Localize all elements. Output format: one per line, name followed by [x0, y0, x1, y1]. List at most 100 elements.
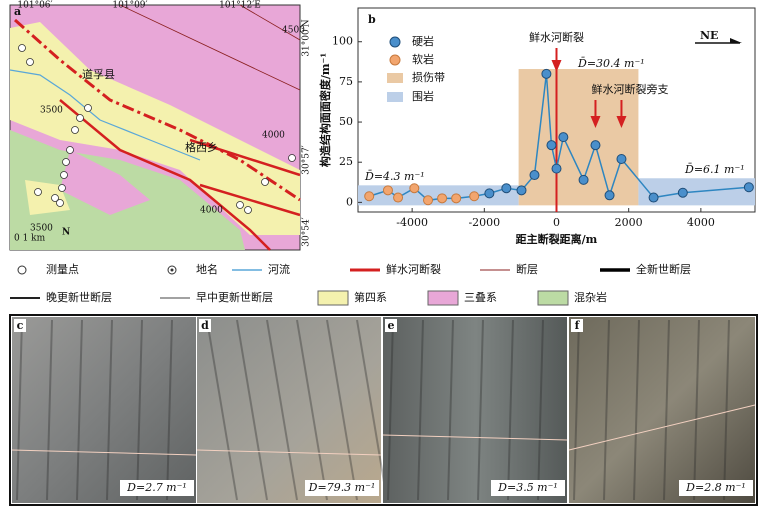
photo-texture	[136, 319, 143, 501]
fault	[119, 4, 301, 91]
photo-texture	[326, 319, 358, 501]
photo	[383, 317, 567, 503]
data-point	[677, 187, 688, 198]
data-point	[501, 183, 512, 194]
lon-label: 101°06′	[17, 1, 52, 11]
contour-label: 4000	[262, 131, 285, 141]
photo-texture	[447, 319, 454, 501]
legend-swatch	[387, 92, 403, 102]
branch-arrow-head	[590, 116, 601, 128]
photo-label: f	[575, 319, 581, 332]
contour-label: 3500	[40, 106, 63, 116]
photo-texture	[16, 319, 23, 501]
fault	[199, 183, 301, 217]
data-point	[541, 68, 552, 79]
north-label: N	[62, 228, 70, 238]
legend-label: 混杂岩	[574, 290, 607, 304]
photo-caption: D=2.7 m⁻¹	[126, 481, 187, 494]
data-point	[484, 188, 495, 199]
photo-texture	[663, 319, 670, 501]
fault	[59, 99, 271, 251]
photo-texture	[507, 319, 514, 501]
photo-label: d	[201, 319, 209, 332]
measure-line	[196, 449, 382, 456]
legend-label: 损伤带	[412, 70, 445, 84]
label-box	[385, 319, 397, 332]
data-point	[604, 190, 615, 201]
photo	[569, 317, 755, 503]
x-tick-label: 2000	[615, 216, 643, 229]
data-point	[648, 192, 659, 203]
panel-label: b	[368, 13, 376, 26]
photo-texture	[537, 319, 544, 501]
scale-label: 0 1 km	[14, 234, 46, 244]
photo-texture	[417, 319, 424, 501]
legend-label: 围岩	[412, 89, 434, 103]
y-axis-label: 构造结构面面密度/m⁻¹	[318, 53, 332, 167]
y-tick-label: 25	[339, 155, 353, 168]
photo-caption: D=79.3 m⁻¹	[308, 481, 376, 494]
photo-caption: D=3.5 m⁻¹	[497, 481, 558, 494]
place-name: 格西乡	[185, 140, 218, 154]
data-point	[529, 170, 540, 181]
legend-swatch	[389, 36, 401, 48]
data-point	[451, 193, 462, 204]
data-point	[551, 163, 562, 174]
label-box	[199, 319, 211, 332]
data-point	[558, 132, 569, 143]
contour-label: 3500	[30, 224, 53, 234]
photo-panels: c D=2.7 m⁻¹ d D=79.3 m⁻¹ e D=3.5 m⁻¹ f D=2.8 m⁻…	[9, 314, 758, 506]
legend-label: 早中更新世断层	[196, 290, 273, 304]
legend-swatch	[387, 73, 403, 83]
main-fault-label: 鲜水河断裂	[529, 30, 584, 44]
data-point	[364, 191, 375, 202]
chart-panel: 0 25 50 75 100 -4000 -2000 0 2000 4000 距主断裂距离/m 构造结…	[318, 7, 756, 246]
data-point	[590, 140, 601, 151]
legend-label: 鲜水河断裂	[386, 262, 441, 276]
photo-texture	[46, 319, 53, 501]
photo-texture	[633, 319, 640, 501]
branch-arrow-head	[616, 116, 627, 128]
caption-box	[120, 480, 194, 496]
photo-texture	[573, 319, 580, 501]
legend-symbol	[427, 290, 459, 306]
photo-texture	[76, 319, 83, 501]
y-tick-label: 50	[339, 115, 353, 128]
x-axis-label: 距主断裂距离/m	[516, 232, 598, 246]
data-point	[409, 183, 420, 194]
mean-label: D̄=6.1 m⁻¹	[684, 163, 745, 176]
quaternary-area	[10, 22, 300, 235]
data-point	[616, 153, 627, 164]
mean-label: D̄=4.3 m⁻¹	[364, 170, 425, 183]
photo	[12, 317, 196, 503]
data-point	[382, 185, 393, 196]
legend-label: 第四系	[354, 290, 387, 304]
direction-arrow-head	[730, 38, 742, 43]
legend-label: 断层	[516, 262, 538, 276]
legend-symbol	[537, 290, 569, 306]
legend-label: 地名	[196, 262, 218, 276]
lon-label: 101°09′	[112, 1, 147, 11]
x-tick-label: -4000	[396, 216, 428, 229]
data-point	[469, 191, 480, 202]
caption-box	[305, 480, 379, 496]
mean-label: D̄=30.4 m⁻¹	[577, 57, 645, 70]
photo-texture	[106, 319, 113, 501]
photo-frame	[9, 314, 758, 506]
measure-line	[382, 434, 568, 441]
legend-label: 全新世断层	[636, 262, 691, 276]
x-tick-label: -2000	[468, 216, 500, 229]
survey-points	[18, 44, 296, 214]
photo-texture	[296, 319, 328, 501]
photo-texture	[693, 319, 700, 501]
branch-fault-label: 鲜水河断裂旁支	[592, 82, 669, 96]
label-box	[571, 319, 583, 332]
fault	[239, 4, 301, 41]
label-box	[14, 319, 26, 332]
x-tick-label: 4000	[687, 216, 715, 229]
photo-caption: D=2.8 m⁻¹	[685, 481, 746, 494]
data-point	[393, 192, 404, 203]
